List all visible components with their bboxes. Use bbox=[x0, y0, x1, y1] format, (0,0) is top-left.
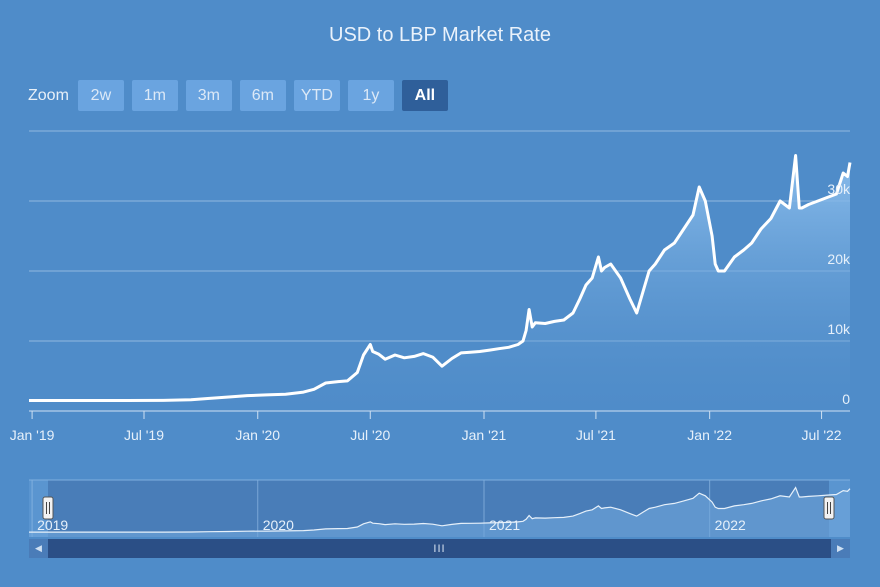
zoom-controls: Zoom 2w 1m 3m 6m YTD 1y All bbox=[28, 80, 456, 111]
x-tick-label: Jan '22 bbox=[687, 427, 732, 443]
y-tick-label: 20k bbox=[827, 251, 851, 267]
zoom-ytd-button[interactable]: YTD bbox=[293, 80, 340, 111]
navigator[interactable]: 2019 2020 2021 2022 bbox=[29, 479, 851, 537]
scrollbar-thumb[interactable]: III bbox=[48, 539, 831, 558]
chart-title: USD to LBP Market Rate bbox=[329, 24, 551, 46]
navigator-year-label: 2021 bbox=[489, 517, 520, 533]
series-area bbox=[29, 155, 850, 411]
navigator-right-handle[interactable] bbox=[823, 496, 835, 520]
right-arrow-icon: ▶ bbox=[837, 543, 844, 553]
navigator-year-label: 2019 bbox=[37, 517, 68, 533]
x-axis: Jan '19 Jul '19 Jan '20 Jul '20 Jan '21 Jul '… bbox=[10, 411, 842, 443]
x-tick-label: Jul '19 bbox=[124, 427, 164, 443]
scroll-left-button[interactable]: ◀ bbox=[29, 539, 48, 558]
x-tick-label: Jan '21 bbox=[462, 427, 507, 443]
x-tick-label: Jan '19 bbox=[10, 427, 55, 443]
x-tick-label: Jul '21 bbox=[576, 427, 616, 443]
y-axis: 0 10k 20k 30k bbox=[827, 181, 851, 407]
left-arrow-icon: ◀ bbox=[35, 543, 42, 553]
x-tick-label: Jan '20 bbox=[235, 427, 280, 443]
x-tick-label: Jul '22 bbox=[802, 427, 842, 443]
zoom-all-button[interactable]: All bbox=[401, 80, 448, 111]
navigator-left-handle[interactable] bbox=[42, 496, 54, 520]
navigator-year-label: 2020 bbox=[263, 517, 294, 533]
y-tick-label: 0 bbox=[842, 391, 850, 407]
navigator-line bbox=[29, 486, 851, 533]
x-tick-label: Jul '20 bbox=[350, 427, 390, 443]
zoom-6m-button[interactable]: 6m bbox=[239, 80, 286, 111]
navigator-year-label: 2022 bbox=[715, 517, 746, 533]
y-tick-label: 10k bbox=[827, 321, 851, 337]
zoom-1y-button[interactable]: 1y bbox=[347, 80, 394, 111]
zoom-2w-button[interactable]: 2w bbox=[77, 80, 124, 111]
zoom-1m-button[interactable]: 1m bbox=[131, 80, 178, 111]
series-line bbox=[29, 154, 852, 402]
zoom-label: Zoom bbox=[28, 86, 69, 104]
navigator-year-labels: 2019 2020 2021 2022 bbox=[37, 517, 746, 533]
zoom-3m-button[interactable]: 3m bbox=[185, 80, 232, 111]
navigator-area bbox=[29, 487, 850, 537]
y-tick-label: 30k bbox=[827, 181, 851, 197]
scrollbar-grip-icon: III bbox=[433, 542, 446, 555]
scroll-right-button[interactable]: ▶ bbox=[831, 539, 850, 558]
